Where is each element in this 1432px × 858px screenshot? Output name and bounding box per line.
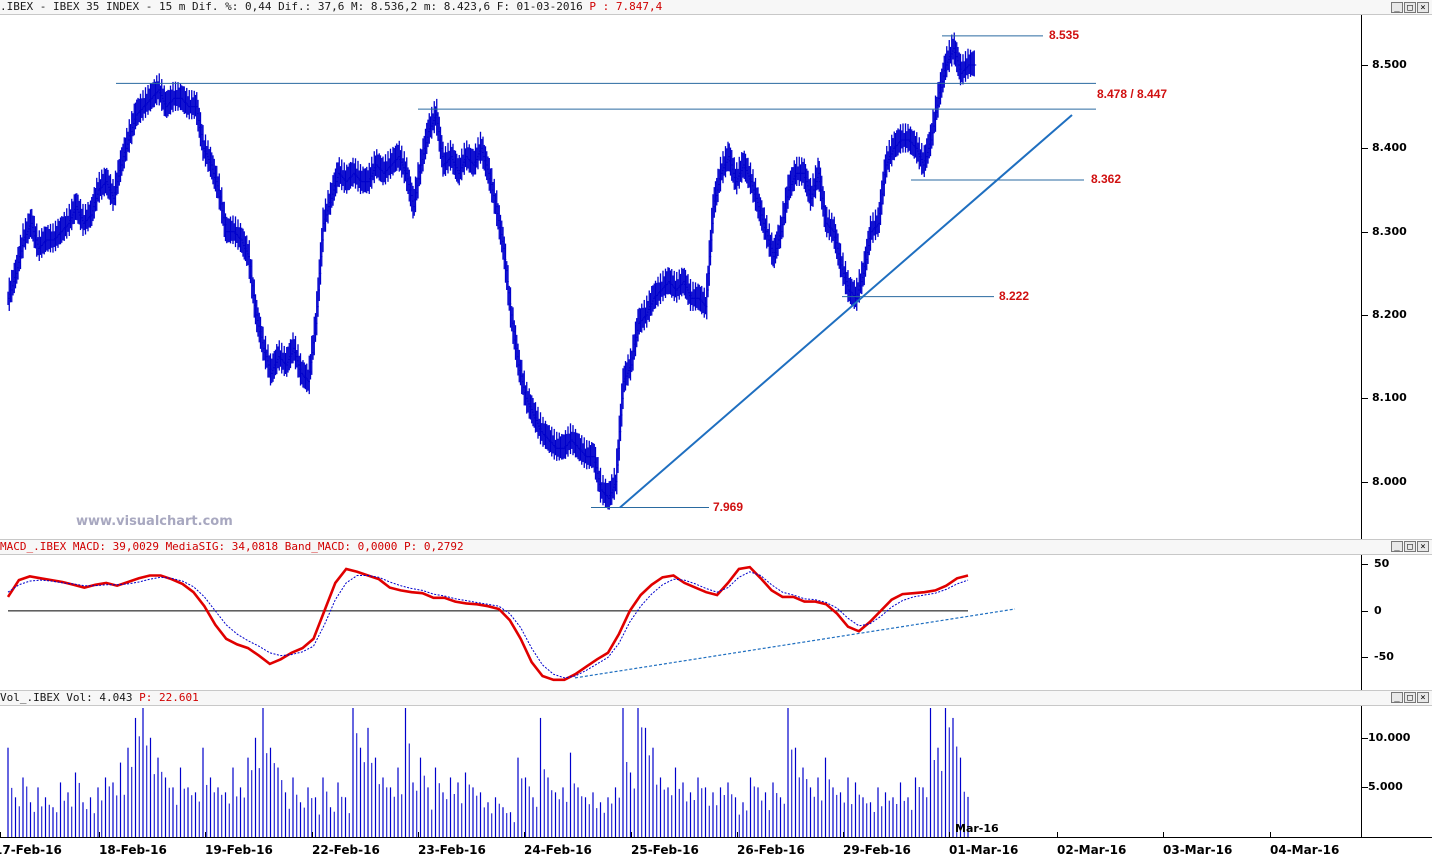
volume-header-p-value: 22.601 — [158, 691, 199, 704]
x-tick-label: 04-Mar-16 — [1270, 843, 1340, 857]
x-axis: 17-Feb-16 18-Feb-16 19-Feb-16 22-Feb-16 23-F… — [0, 832, 1432, 858]
x-tick-mark — [524, 832, 525, 838]
y-tick-label: 8.400 — [1372, 141, 1407, 155]
price-header-p-value: 7.847,4 — [615, 0, 663, 13]
minimize-button[interactable]: _ — [1391, 2, 1403, 13]
y-tick-label: 5.000 — [1368, 780, 1403, 794]
volume-panel-header: Vol_.IBEX Vol: 4.043 P: 22.601 — [0, 690, 1432, 706]
macd-header-text: MACD_.IBEX MACD: 39,0029 MediaSIG: 34,08… — [0, 540, 398, 553]
level-label: 8.478 / 8.447 — [1097, 87, 1168, 102]
volume-header-text: Vol_.IBEX Vol: 4.043 — [0, 691, 133, 704]
x-tick-mark — [843, 832, 844, 838]
y-tick-mark — [1362, 657, 1368, 659]
x-tick-mark — [418, 832, 419, 838]
maximize-button[interactable]: □ — [1404, 2, 1416, 13]
close-button[interactable]: × — [1417, 692, 1429, 703]
minimize-button[interactable]: _ — [1391, 692, 1403, 703]
level-label: 8.222 — [999, 288, 1030, 303]
x-tick-label: 01-Mar-16 — [949, 843, 1019, 857]
x-tick-label: 22-Feb-16 — [312, 843, 380, 857]
close-button[interactable]: × — [1417, 2, 1429, 13]
x-tick-label: 19-Feb-16 — [205, 843, 273, 857]
minimize-button[interactable]: _ — [1391, 541, 1403, 552]
y-tick-mark — [1362, 231, 1368, 233]
x-tick-label: 03-Mar-16 — [1163, 843, 1233, 857]
price-panel-header: .IBEX - IBEX 35 INDEX - 15 m Dif. %: 0,4… — [0, 0, 1432, 15]
y-tick-mark — [1362, 787, 1368, 789]
y-tick-mark — [1362, 481, 1368, 483]
x-tick-mark — [1270, 832, 1271, 838]
price-window-buttons: _ □ × — [1391, 2, 1429, 13]
volume-window-buttons: _ □ × — [1391, 692, 1429, 703]
macd-header-p-label: P: — [403, 540, 418, 553]
x-tick-label: 23-Feb-16 — [418, 843, 486, 857]
y-tick-label: 8.200 — [1372, 308, 1407, 321]
y-tick-mark — [1362, 398, 1368, 400]
x-tick-label: 17-Feb-16 — [0, 843, 62, 857]
y-tick-mark — [1362, 65, 1368, 66]
macd-y-axis: 50 0 -50 — [1361, 555, 1432, 690]
y-tick-label: 10.000 — [1368, 730, 1411, 744]
x-tick-mark — [1057, 832, 1058, 838]
trendline — [619, 114, 1073, 509]
partial-date-label: Mar-16 — [955, 822, 999, 835]
x-tick-mark — [0, 832, 1, 838]
price-header-text: .IBEX - IBEX 35 INDEX - 15 m Dif. %: 0,4… — [0, 0, 583, 13]
x-tick-mark — [205, 832, 206, 838]
maximize-button[interactable]: □ — [1404, 692, 1416, 703]
y-tick-mark — [1362, 610, 1368, 612]
y-tick-mark — [1362, 564, 1368, 566]
y-tick-label: 8.000 — [1372, 474, 1407, 488]
y-tick-label: 8.500 — [1372, 58, 1407, 71]
watermark: www.visualchart.com — [76, 514, 233, 529]
y-tick-label: 8.100 — [1372, 391, 1407, 405]
x-tick-mark — [99, 832, 100, 838]
level-label: 8.535 — [1049, 27, 1080, 42]
x-tick-label: 26-Feb-16 — [737, 843, 805, 857]
signal-line — [7, 571, 969, 679]
y-tick-label: 0 — [1374, 603, 1382, 617]
macd-trendline — [574, 608, 1016, 679]
x-tick-label: 18-Feb-16 — [99, 843, 167, 857]
x-tick-mark — [737, 832, 738, 838]
level-label: 7.969 — [713, 499, 744, 514]
price-chart — [7, 32, 1096, 510]
x-tick-mark — [949, 832, 950, 838]
x-tick-label: 02-Mar-16 — [1057, 843, 1127, 857]
x-tick-mark — [1163, 832, 1164, 838]
y-tick-mark — [1362, 148, 1368, 150]
x-tick-label: 29-Feb-16 — [843, 843, 911, 857]
y-tick-label: -50 — [1374, 650, 1394, 664]
macd-chart — [6, 565, 1016, 682]
y-tick-mark — [1362, 315, 1368, 316]
price-header-p-label: P : — [589, 0, 610, 13]
volume-chart — [7, 708, 969, 837]
y-tick-mark — [1362, 737, 1368, 739]
level-label: 8.362 — [1091, 172, 1122, 186]
maximize-button[interactable]: □ — [1404, 541, 1416, 552]
price-y-axis: 8.500 8.400 8.300 8.200 8.100 8.000 — [1361, 15, 1432, 540]
x-tick-label: 24-Feb-16 — [524, 843, 592, 857]
x-tick-label: 25-Feb-16 — [631, 843, 699, 857]
y-tick-label: 8.300 — [1372, 224, 1407, 238]
close-button[interactable]: × — [1417, 541, 1429, 552]
y-tick-label: 50 — [1374, 557, 1390, 571]
macd-panel-header: MACD_.IBEX MACD: 39,0029 MediaSIG: 34,08… — [0, 539, 1432, 555]
volume-header-p-label: P: — [139, 691, 153, 704]
macd-line — [6, 565, 969, 682]
x-tick-mark — [631, 832, 632, 838]
macd-header-p-value: 0,2792 — [423, 540, 464, 553]
x-tick-mark — [312, 832, 313, 838]
macd-window-buttons: _ □ × — [1391, 541, 1429, 552]
volume-y-axis: 10.000 5.000 — [1361, 706, 1432, 837]
